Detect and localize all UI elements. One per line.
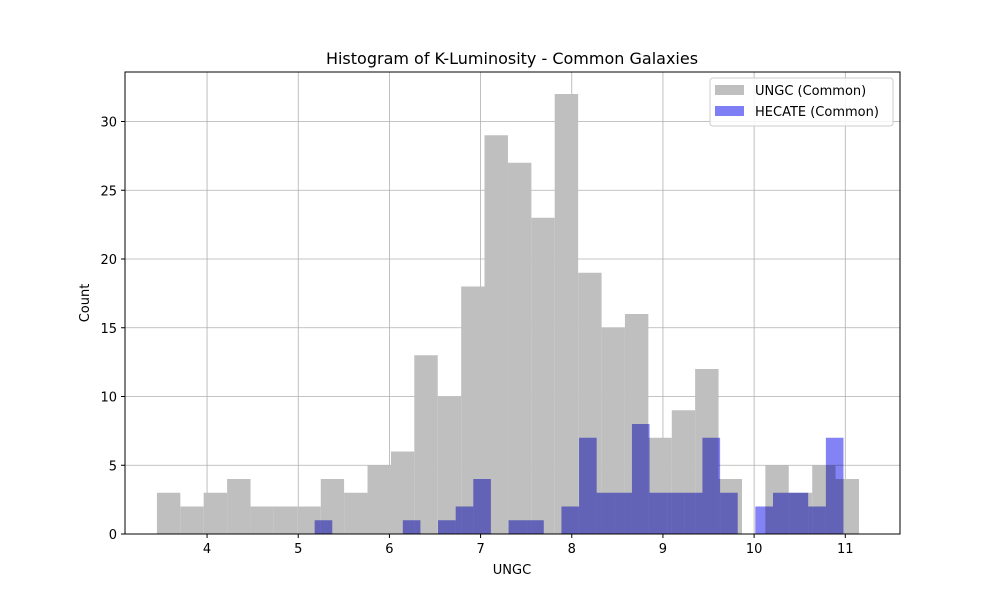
hecate-bar [314,520,333,534]
bars-layer [156,94,859,534]
y-tick-label: 25 [100,184,117,199]
ungc-bar [601,327,625,534]
x-tick-label: 6 [385,542,393,557]
x-tick-label: 10 [746,542,763,557]
hecate-bar [825,437,844,534]
legend-frame [709,77,894,127]
x-tick-label: 5 [294,542,302,557]
hecate-bar [596,492,615,534]
ungc-bar [273,506,298,534]
hecate-bar [561,506,580,534]
y-axis-label: Count [78,284,93,323]
ungc-bar [180,506,204,534]
ungc-bar [554,94,579,534]
x-tick-label: 11 [837,542,854,557]
hecate-bar [438,520,456,534]
ungc-bar [156,492,181,534]
plot-frame [124,71,901,535]
hecate-bar [614,492,632,534]
hecate-bar [402,520,421,534]
hecate-bar [667,492,685,534]
legend-label-hecate: HECATE (Common) [755,105,879,120]
x-tick-label: 4 [203,542,211,557]
ungc-bar [203,492,228,534]
legend-label-ungc: UNGC (Common) [755,84,866,99]
ungc-bar [227,479,251,534]
hecate-bar [790,492,809,534]
hecate-bar [473,479,491,534]
ungc-bar [250,506,274,534]
hecate-bar [702,437,721,534]
hecate-bar [579,437,597,534]
ungc-bar [437,396,462,534]
ungc-bar [507,162,532,534]
hecate-bar [508,520,527,534]
hecate-bar [772,492,791,534]
y-tick-label: 15 [100,322,117,337]
legend-swatch-ungc [715,85,744,95]
ungc-bar [344,492,368,534]
ungc-bar [461,286,485,534]
y-tick-label: 30 [100,116,117,131]
ungc-bar [414,355,438,534]
x-tick-label: 7 [476,542,484,557]
hecate-bar [755,506,773,534]
x-axis-label: UNGC [493,563,531,578]
hecate-bar [455,506,474,534]
legend-swatch-hecate [715,106,744,116]
legend: UNGC (Common) HECATE (Common) [709,77,894,127]
ungc-bar [531,217,555,534]
x-tick-label: 9 [659,542,667,557]
ungc-bar [390,451,415,534]
ungc-bar [367,465,391,534]
y-tick-label: 5 [109,459,117,474]
y-tick-label: 0 [109,528,117,543]
chart-title: Histogram of K-Luminosity - Common Galax… [326,49,698,68]
hecate-bar [684,492,703,534]
ticks-layer: 4 5 6 7 8 9 10 11 0 5 10 15 20 25 30 [100,116,853,558]
hecate-bar [649,492,668,534]
y-tick-label: 20 [100,253,117,268]
hecate-bar [720,492,738,534]
hecate-bar [808,506,826,534]
hecate-bar [526,520,544,534]
x-tick-label: 8 [568,542,576,557]
ungc-bar [484,135,508,534]
y-tick-label: 10 [100,391,117,406]
hecate-bar [631,424,650,534]
